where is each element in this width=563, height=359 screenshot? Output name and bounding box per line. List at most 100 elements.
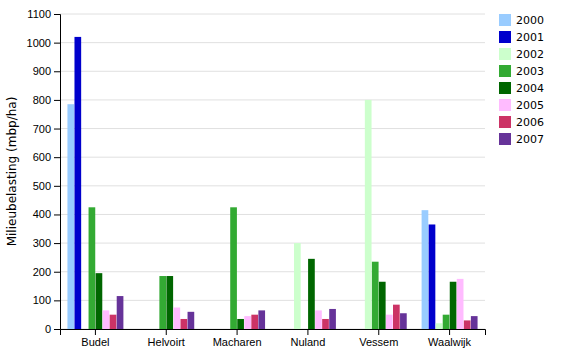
tick-mark (54, 129, 60, 130)
bar (315, 310, 322, 329)
x-axis: Budel Helvoirt Macharen Nuland Vessem Waalwij… (61, 329, 486, 348)
grid-line (60, 271, 485, 272)
bar (450, 282, 457, 329)
y-axis-title: Milieubelasting (mbp/ha) (5, 97, 19, 247)
legend-item: 2000 (499, 14, 544, 27)
tick-mark (54, 157, 60, 158)
bar (173, 308, 180, 329)
tick-label: 0 (45, 323, 51, 335)
tick-mark (54, 243, 60, 244)
tick: Nuland (290, 329, 325, 348)
tick: 300 (33, 237, 60, 249)
bar-series (103, 279, 464, 329)
bar (393, 305, 400, 329)
legend-item: 2003 (499, 65, 544, 78)
tick-mark (166, 329, 167, 335)
bar (209, 329, 216, 330)
bar (400, 313, 407, 329)
bar (258, 310, 265, 329)
legend-swatch (499, 65, 511, 77)
bar (351, 329, 358, 330)
tick: 700 (33, 123, 60, 135)
bar (67, 104, 74, 329)
tick: 800 (33, 94, 60, 106)
bar (96, 273, 103, 329)
legend-swatch (499, 116, 511, 128)
tick-mark (54, 14, 60, 15)
legend-swatch (499, 14, 511, 26)
bar (329, 309, 336, 329)
grid-line (60, 300, 485, 301)
grid-line (60, 99, 485, 100)
tick: 200 (33, 266, 60, 278)
tick: 400 (33, 208, 60, 220)
bar (379, 282, 386, 329)
bar (110, 315, 117, 329)
bar (74, 37, 81, 329)
legend-label: 2004 (516, 82, 544, 95)
bar (280, 329, 287, 330)
legend-swatch (499, 48, 511, 60)
tick-label: 300 (33, 237, 51, 249)
bar-series (96, 259, 457, 329)
legend: 20002001200220032004200520062007 (499, 14, 544, 146)
legend-swatch (499, 82, 511, 94)
grid-line (60, 42, 485, 43)
tick-label: 600 (33, 151, 51, 163)
bar-series (67, 104, 428, 329)
bar (386, 315, 393, 329)
bar (365, 100, 372, 329)
tick-mark (54, 272, 60, 273)
bar (230, 207, 237, 329)
tick: 0 (45, 323, 60, 335)
legend-label: 2006 (516, 116, 544, 129)
bar (152, 329, 159, 330)
legend-item: 2005 (499, 99, 544, 112)
legend-item: 2004 (499, 82, 544, 95)
bar (301, 329, 308, 330)
tick-label: Vessem (359, 336, 398, 348)
bar (464, 320, 471, 329)
tick-mark (54, 214, 60, 215)
tick-mark (54, 300, 60, 301)
bar (216, 329, 223, 330)
tick-label: Helvoirt (148, 336, 185, 348)
bar (471, 316, 478, 329)
bar (145, 329, 152, 330)
bar (429, 224, 436, 329)
legend-label: 2003 (516, 65, 544, 78)
legend-swatch (499, 99, 511, 111)
grid-line (60, 214, 485, 215)
tick: 100 (33, 294, 60, 306)
tick-mark (54, 100, 60, 101)
bar (251, 315, 258, 329)
tick-mark (54, 43, 60, 44)
tick: Budel (81, 329, 109, 348)
tick-mark (54, 186, 60, 187)
tick-label: Macharen (213, 336, 262, 348)
tick-mark (54, 71, 60, 72)
bar (287, 329, 294, 330)
grid (60, 14, 485, 329)
bar (422, 210, 429, 329)
legend-label: 2002 (516, 48, 544, 61)
grid-line (60, 14, 485, 15)
y-axis: 010020030040050060070080090010001100 (27, 8, 61, 335)
bar (237, 319, 244, 329)
bar (244, 316, 251, 329)
bar (443, 315, 450, 329)
bar (181, 319, 188, 329)
bar (294, 243, 301, 329)
legend-label: 2005 (516, 99, 544, 112)
tick-label: Waalwijk (428, 336, 471, 348)
bar (188, 312, 195, 329)
legend-swatch (499, 133, 511, 145)
chart: Budel Helvoirt Macharen Nuland Vessem Waalwij… (0, 0, 563, 359)
bar (457, 279, 464, 329)
tick: 900 (33, 65, 60, 77)
bar-series (74, 37, 435, 329)
grid-line (60, 185, 485, 186)
tick-mark (54, 329, 60, 330)
tick-mark (378, 329, 379, 335)
axis-domain (54, 15, 61, 330)
